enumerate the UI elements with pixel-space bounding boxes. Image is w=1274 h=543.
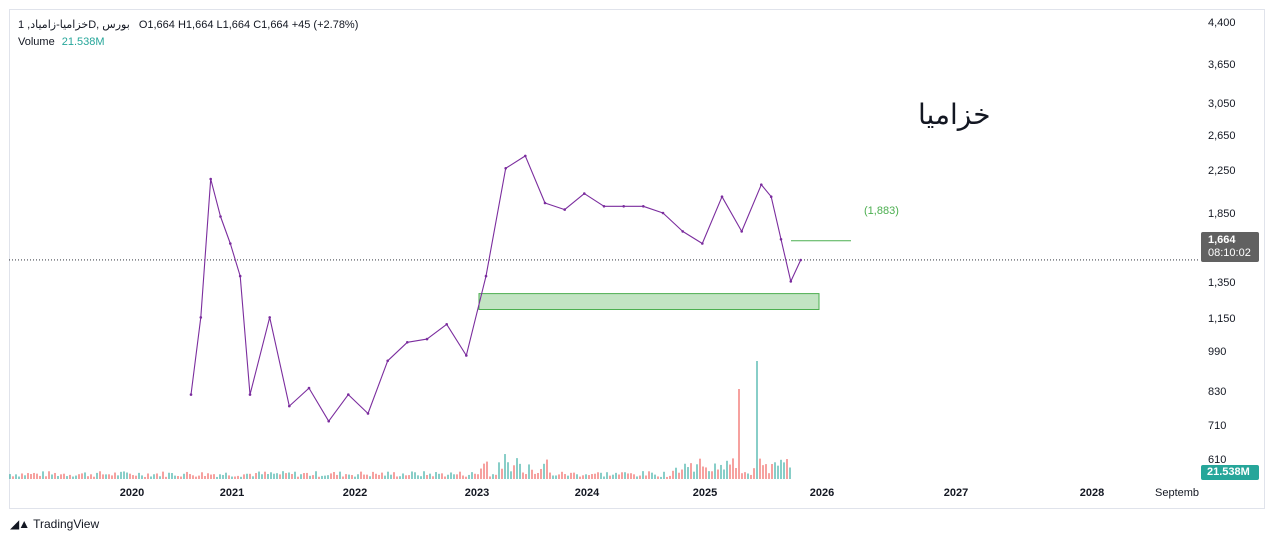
price-point (288, 404, 291, 408)
symbol-label[interactable]: 1 ,خزامیا-زامیادD, بورس (18, 19, 130, 31)
price-tick: 2,250 (1208, 165, 1236, 177)
price-point (779, 238, 783, 241)
price-point (720, 195, 724, 198)
price-point (740, 230, 743, 233)
price-point (465, 354, 468, 357)
price-point (760, 183, 763, 186)
price-tick: 990 (1208, 346, 1227, 358)
price-point (307, 386, 311, 390)
chart-plot[interactable] (9, 9, 1265, 509)
price-point (701, 242, 704, 245)
price-point (543, 201, 547, 205)
time-tick: 2027 (943, 487, 969, 499)
price-point (524, 154, 527, 158)
time-tick: Septemb (1155, 487, 1200, 499)
price-point (229, 242, 232, 245)
price-point (789, 280, 793, 283)
price-tick: 4,400 (1208, 17, 1236, 29)
price-point (484, 274, 488, 278)
target-label: (1,883) (864, 205, 899, 217)
price-point (642, 205, 645, 208)
price-point (209, 177, 212, 181)
price-series-line (190, 155, 802, 422)
price-point (769, 195, 773, 198)
price-point (248, 393, 252, 396)
price-point (661, 211, 665, 215)
price-points (189, 154, 802, 423)
price-tick: 3,050 (1208, 98, 1236, 110)
volume-badge: 21.538M (1201, 465, 1259, 480)
price-point (347, 393, 350, 396)
branding-label: TradingView (33, 517, 100, 531)
price-point (327, 419, 331, 423)
symbol-watermark: خزامیا (918, 98, 991, 131)
time-tick: 2026 (809, 487, 835, 499)
bar-countdown: 08:10:02 (1208, 247, 1251, 259)
tradingview-logo-icon: ◢▲ (10, 517, 30, 531)
price-point (238, 274, 242, 278)
price-tick: 2,650 (1208, 130, 1236, 142)
price-tick: 710 (1208, 420, 1227, 432)
time-tick: 2022 (342, 487, 368, 499)
chart-frame (9, 9, 1265, 509)
price-tick: 610 (1208, 454, 1227, 466)
last-price-value: 1,664 (1208, 234, 1236, 246)
ohlc-values: O1,664 H1,664 L1,664 C1,664 +45 (+2.78%) (138, 19, 359, 31)
price-point (583, 192, 586, 195)
price-point (425, 337, 429, 341)
price-point (386, 359, 390, 363)
price-point (602, 205, 606, 208)
tradingview-branding[interactable]: ◢▲ TradingView (10, 517, 99, 531)
time-tick: 2021 (219, 487, 245, 499)
time-tick: 2025 (692, 487, 718, 499)
price-tick: 1,350 (1208, 277, 1236, 289)
price-point (504, 167, 508, 170)
time-tick: 2020 (119, 487, 145, 499)
price-point (366, 412, 370, 415)
price-tick: 1,150 (1208, 313, 1236, 325)
price-point (563, 208, 566, 211)
price-point (219, 215, 222, 218)
price-point (681, 230, 684, 233)
price-point (406, 341, 409, 344)
price-tick: 3,650 (1208, 59, 1236, 71)
price-point (189, 393, 193, 396)
support-zone[interactable] (478, 293, 820, 311)
legend-symbol-row: 1 ,خزامیا-زامیادD, بورس O1,664 H1,664 L1… (18, 18, 358, 31)
price-point (799, 258, 802, 262)
price-tick: 1,850 (1208, 208, 1236, 220)
volume-label: Volume (18, 36, 55, 48)
time-tick: 2024 (574, 487, 600, 499)
volume-value: 21.538M (61, 36, 105, 48)
price-point (268, 316, 272, 319)
time-tick: 2028 (1079, 487, 1105, 499)
price-point (445, 323, 449, 326)
legend-volume-row: Volume 21.538M (18, 36, 105, 48)
price-point (622, 205, 625, 208)
last-price-badge: 1,664 08:10:02 (1201, 232, 1259, 262)
price-point (199, 316, 203, 319)
price-tick: 830 (1208, 386, 1227, 398)
time-tick: 2023 (464, 487, 490, 499)
volume-bars (9, 361, 791, 479)
